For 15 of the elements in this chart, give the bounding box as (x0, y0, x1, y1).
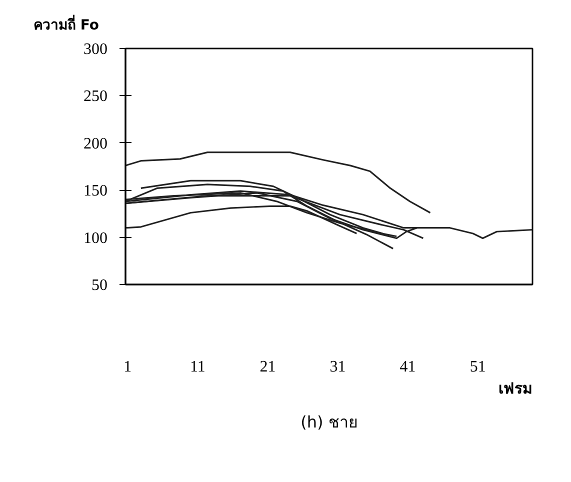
text: (h) ชาย (300, 412, 358, 432)
x-tick-label: 31 (330, 358, 346, 376)
x-axis-title: เฟรม (498, 380, 532, 398)
x-tick-label: 51 (470, 358, 486, 376)
x-tick-label: 11 (190, 358, 206, 376)
x-tick-label: 41 (400, 358, 416, 376)
y-tick-label: 250 (84, 88, 108, 106)
y-tick-label: 150 (84, 182, 108, 200)
x-tick-label: 1 (124, 358, 132, 376)
x-tick-label: 21 (260, 358, 276, 376)
y-tick-label: 200 (84, 135, 108, 152)
y-tick-label: 50 (92, 277, 108, 294)
y-tick-label: 100 (84, 230, 108, 247)
y-axis-title: ความถี่ Fo (34, 14, 100, 34)
y-tick-label: 300 (84, 41, 108, 58)
